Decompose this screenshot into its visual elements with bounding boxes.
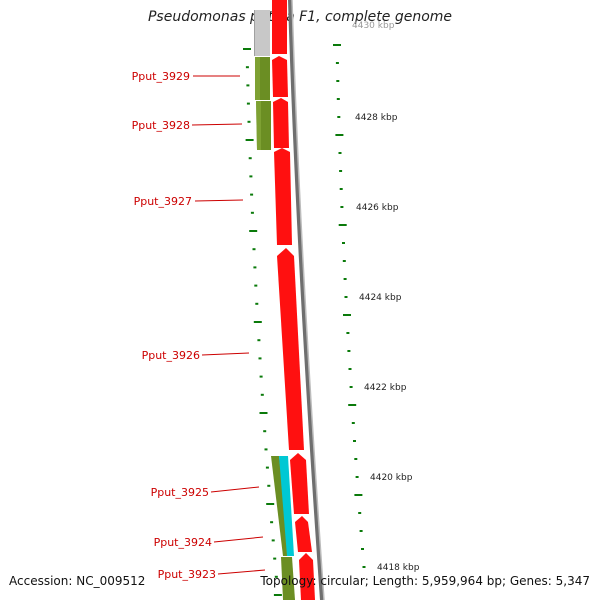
gene-label-pput-3929: Pput_3929 (132, 70, 190, 83)
left-tick (263, 430, 267, 433)
left-tick (264, 448, 268, 451)
left-tick (253, 321, 262, 323)
backbone-outer (288, 0, 324, 600)
gene-red-3923 (299, 553, 315, 600)
gene-red-3927 (274, 148, 292, 245)
left-tick (257, 339, 261, 342)
right-tick (339, 188, 343, 190)
left-tick (245, 66, 249, 69)
backbone-inner (291, 0, 325, 600)
scale-label-4422: 4422 kbp (364, 383, 407, 393)
right-tick (335, 134, 344, 136)
right-tick (354, 494, 363, 496)
gene-pput-3925-cyan (279, 456, 294, 556)
gene-label-pput-3923: Pput_3923 (158, 568, 216, 581)
right-tick-marks (333, 44, 366, 568)
left-tick (248, 157, 252, 160)
gene-red-3925 (290, 453, 309, 514)
left-tick (255, 302, 259, 305)
left-tick (274, 575, 278, 578)
scale-label-4426: 4426 kbp (356, 203, 399, 213)
left-tick (247, 120, 251, 123)
left-tick (260, 393, 264, 396)
left-tick-marks (243, 48, 282, 596)
gene-label-pput-3924: Pput_3924 (154, 536, 212, 549)
right-tick (338, 152, 342, 154)
scale-labels: 4430 kbp 4428 kbp 4426 kbp 4424 kbp 4422… (352, 21, 420, 573)
right-tick (351, 422, 355, 424)
right-tick (342, 242, 345, 244)
right-tick (349, 386, 353, 388)
right-tick (339, 170, 343, 172)
right-tick (348, 404, 357, 406)
scale-label-4430: 4430 kbp (352, 21, 395, 31)
gene-label-pput-3926: Pput_3926 (142, 349, 200, 362)
gene-pput-3923 (281, 557, 295, 600)
right-tick (336, 98, 340, 100)
left-tick (267, 484, 271, 487)
right-tick (343, 278, 347, 280)
right-tick (355, 476, 359, 478)
left-tick (273, 594, 282, 596)
left-tick (271, 539, 275, 542)
left-tick (250, 193, 254, 196)
right-tick (353, 440, 356, 442)
left-tick (250, 211, 254, 214)
gene-label-pput-3927: Pput_3927 (134, 195, 192, 208)
scale-label-4424: 4424 kbp (359, 293, 402, 303)
right-tick (344, 296, 348, 298)
left-tick (249, 230, 258, 232)
left-tick (243, 48, 251, 50)
right-tick (340, 206, 344, 208)
left-tick (273, 557, 277, 560)
left-tick (253, 266, 257, 269)
left-tick (254, 284, 258, 287)
left-tick (245, 139, 254, 141)
gene-label-pput-3925: Pput_3925 (151, 486, 209, 499)
left-tick (246, 102, 250, 105)
right-tick (359, 530, 363, 532)
right-tick (338, 224, 347, 226)
right-tick (361, 548, 364, 550)
right-tick (343, 314, 351, 316)
scale-label-4420: 4420 kbp (370, 473, 413, 483)
gene-labels: Pput_3929 Pput_3928 Pput_3927 Pput_3926 … (132, 70, 216, 581)
left-tick (259, 375, 263, 378)
topology-text: Topology: circular; Length: 5,959,964 bp… (260, 574, 590, 588)
right-tick (333, 44, 341, 46)
right-tick (335, 62, 339, 64)
right-tick (347, 350, 351, 352)
gene-red-3929 (272, 56, 288, 97)
right-tick (348, 368, 352, 370)
left-tick (246, 84, 250, 87)
right-tick (337, 116, 341, 118)
left-tick (259, 412, 268, 414)
right-tick (342, 260, 346, 262)
map-title: Pseudomonas putida F1, complete genome (147, 9, 453, 25)
gene-red-3928 (273, 98, 289, 148)
right-tick (358, 512, 362, 514)
gene-partial-gray (254, 10, 270, 56)
left-tick (252, 248, 256, 251)
label-leaders (191, 75, 266, 575)
red-gene-track (272, 0, 315, 600)
right-tick (346, 332, 350, 334)
accession-text: Accession: NC_009512 (9, 574, 146, 588)
gene-red-top (272, 0, 287, 54)
right-tick (362, 566, 366, 568)
left-tick (266, 503, 275, 505)
gene-label-pput-3928: Pput_3928 (132, 119, 190, 132)
left-tick (265, 466, 269, 469)
left-tick (258, 357, 262, 360)
scale-label-4418: 4418 kbp (377, 563, 420, 573)
left-tick (249, 175, 253, 178)
right-tick (354, 458, 358, 460)
gene-red-3926 (277, 248, 304, 450)
scale-label-4428: 4428 kbp (355, 113, 398, 123)
gene-red-3924 (295, 516, 312, 552)
left-tick (270, 521, 274, 524)
right-tick (336, 80, 340, 82)
